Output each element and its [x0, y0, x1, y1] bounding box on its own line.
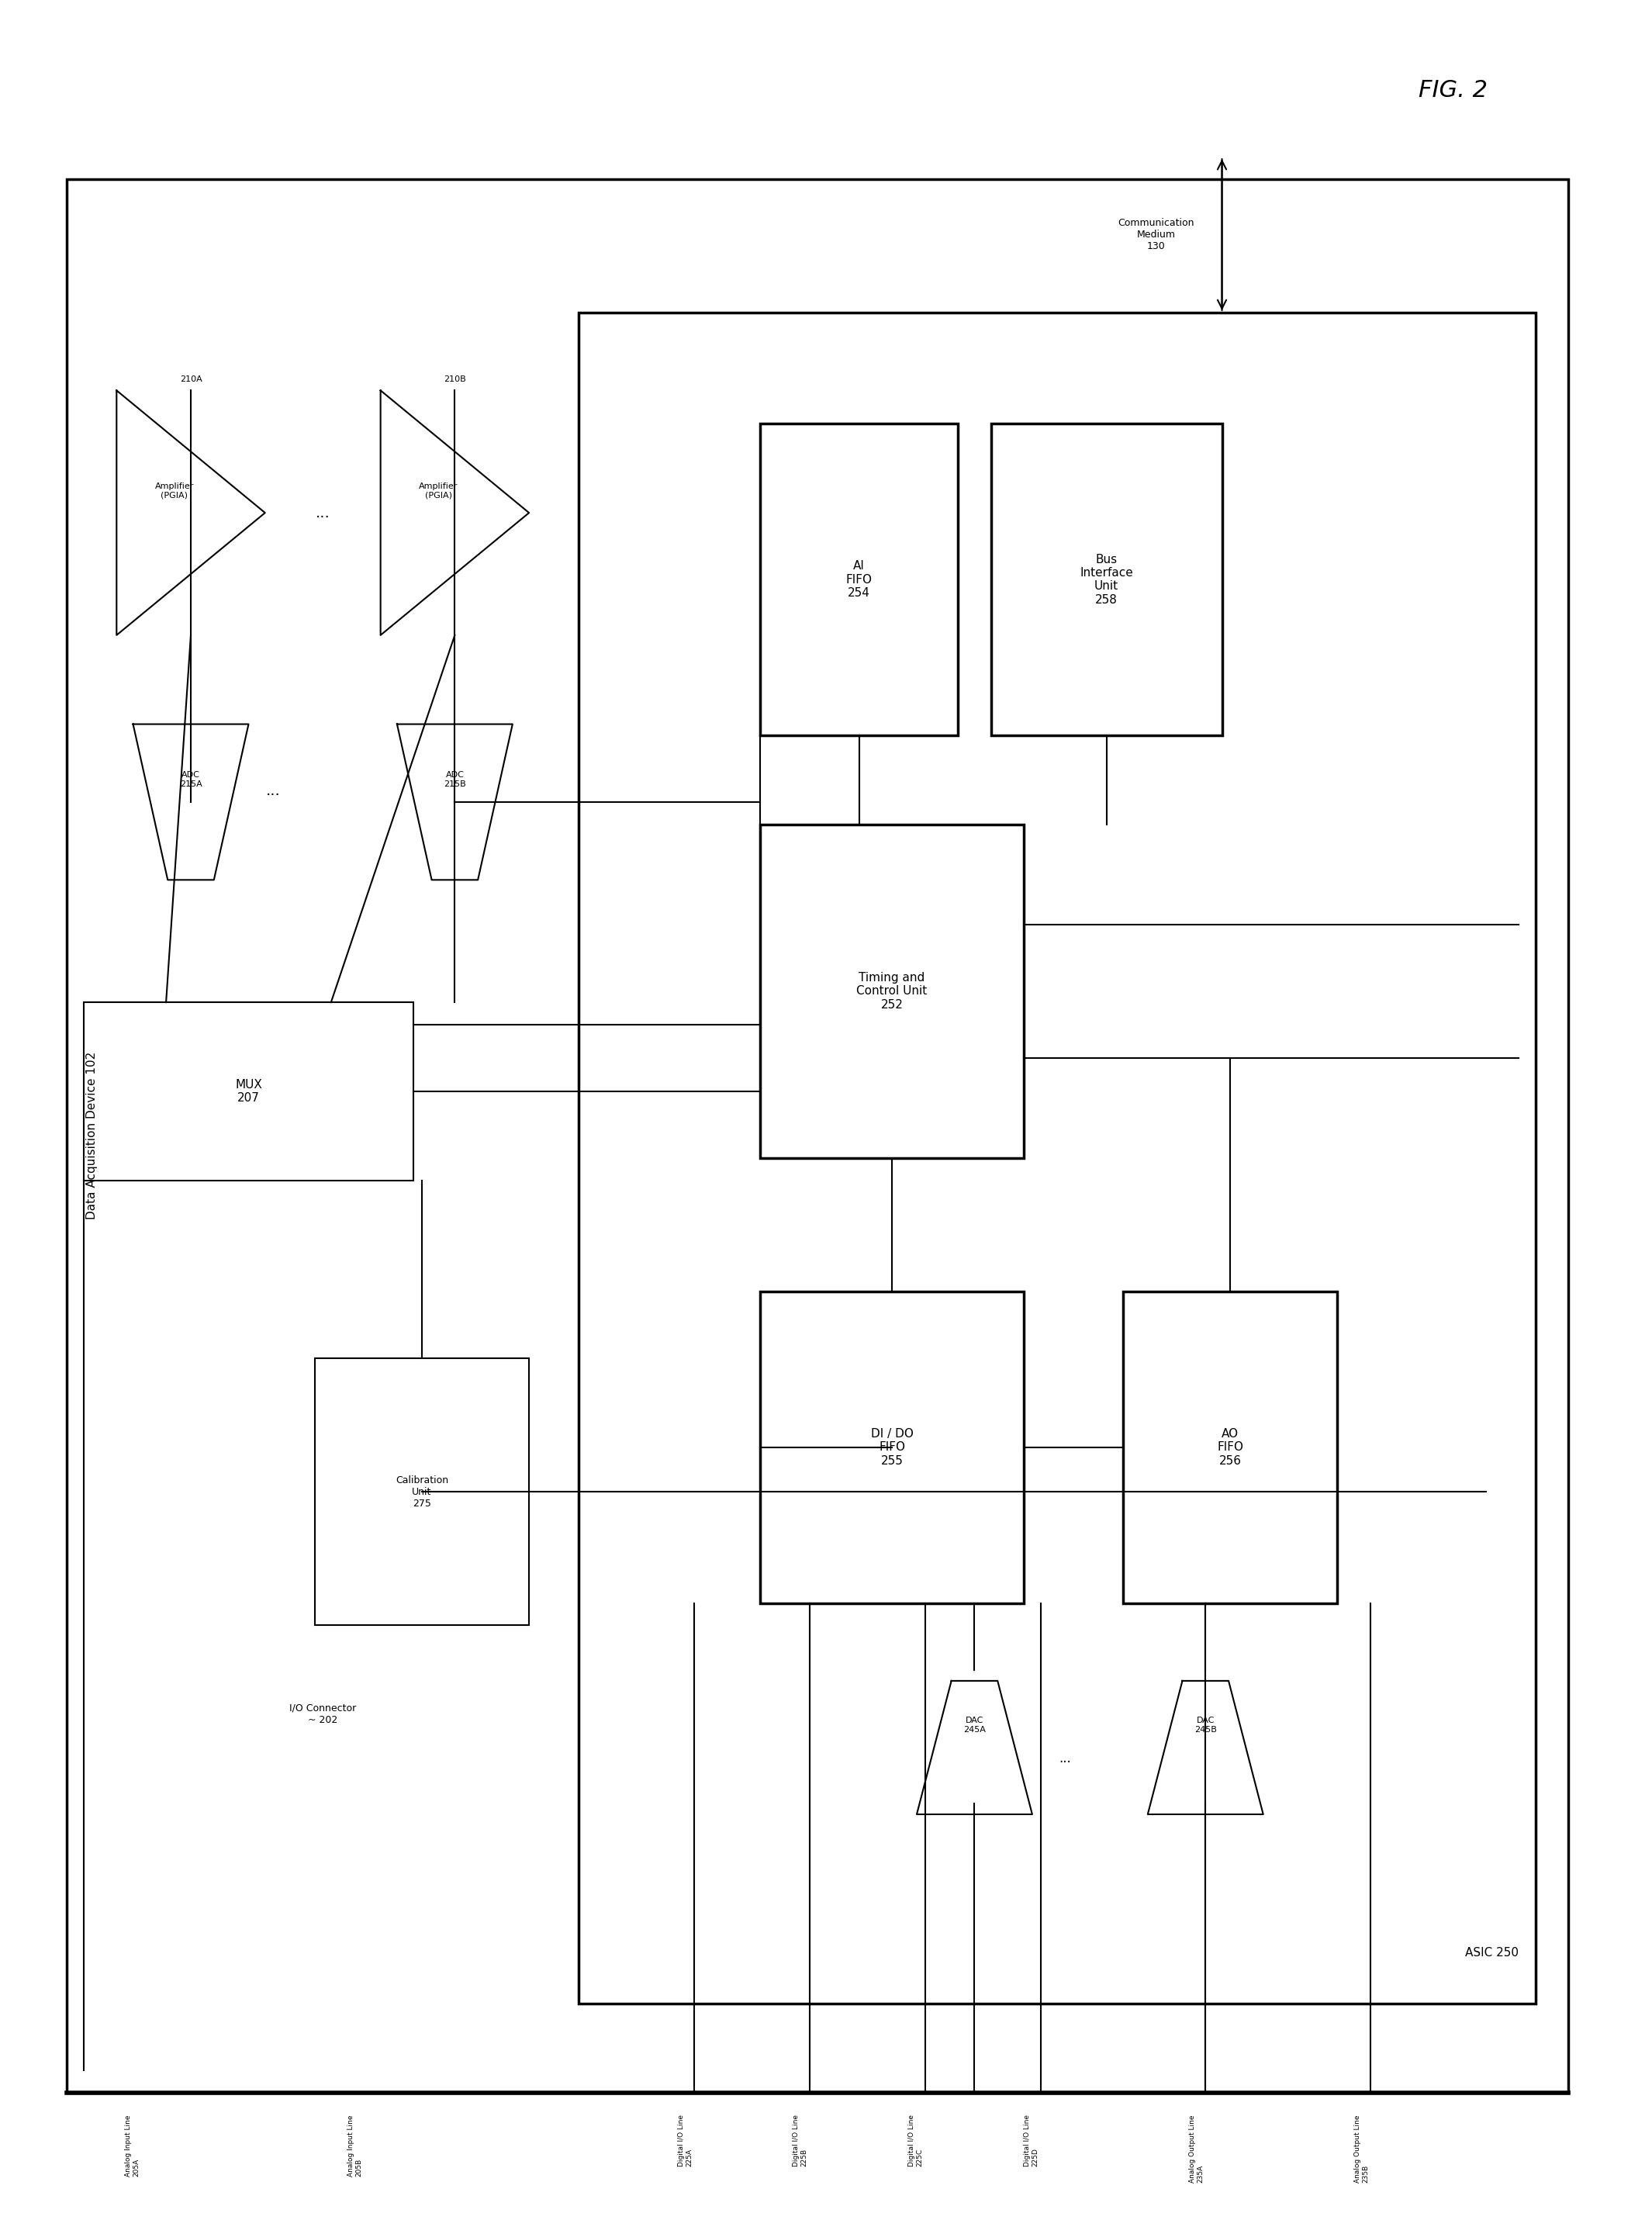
- Text: Digital I/O Line
225D: Digital I/O Line 225D: [1024, 2116, 1039, 2167]
- Text: Digital I/O Line
225B: Digital I/O Line 225B: [793, 2116, 808, 2167]
- Text: Timing and
Control Unit
252: Timing and Control Unit 252: [857, 971, 927, 1011]
- Text: DAC
245A: DAC 245A: [963, 1717, 986, 1733]
- FancyBboxPatch shape: [760, 824, 1024, 1158]
- Text: AO
FIFO
256: AO FIFO 256: [1218, 1428, 1244, 1468]
- Text: Calibration
Unit
275: Calibration Unit 275: [395, 1474, 448, 1508]
- Text: FIG. 2: FIG. 2: [1419, 78, 1487, 100]
- Text: DAC
245B: DAC 245B: [1194, 1717, 1216, 1733]
- FancyBboxPatch shape: [84, 1002, 413, 1180]
- Text: Analog Output Line
235B: Analog Output Line 235B: [1355, 2116, 1370, 2182]
- Text: Digital I/O Line
225A: Digital I/O Line 225A: [677, 2116, 692, 2167]
- Text: Digital I/O Line
225C: Digital I/O Line 225C: [909, 2116, 923, 2167]
- FancyBboxPatch shape: [760, 1292, 1024, 1603]
- Text: Amplifier
(PGIA): Amplifier (PGIA): [418, 483, 458, 499]
- Text: I/O Connector
~ 202: I/O Connector ~ 202: [289, 1704, 357, 1726]
- FancyBboxPatch shape: [991, 423, 1222, 735]
- Text: ...: ...: [1059, 1753, 1072, 1766]
- Text: Analog Output Line
235A: Analog Output Line 235A: [1189, 2116, 1204, 2182]
- FancyBboxPatch shape: [578, 312, 1535, 2004]
- Text: 210A: 210A: [180, 376, 202, 383]
- Text: Amplifier
(PGIA): Amplifier (PGIA): [155, 483, 193, 499]
- Text: ADC
215A: ADC 215A: [180, 771, 202, 788]
- Text: 210B: 210B: [444, 376, 466, 383]
- Text: ADC
215B: ADC 215B: [444, 771, 466, 788]
- Text: ASIC 250: ASIC 250: [1465, 1946, 1518, 1960]
- Text: AI
FIFO
254: AI FIFO 254: [846, 561, 872, 599]
- Text: DI / DO
FIFO
255: DI / DO FIFO 255: [871, 1428, 914, 1468]
- FancyBboxPatch shape: [760, 423, 958, 735]
- Text: Analog Input Line
205A: Analog Input Line 205A: [126, 2116, 140, 2176]
- Text: ...: ...: [266, 784, 281, 797]
- Text: Data Acquisition Device 102: Data Acquisition Device 102: [86, 1051, 97, 1220]
- FancyBboxPatch shape: [1123, 1292, 1338, 1603]
- Text: Communication
Medium
130: Communication Medium 130: [1118, 218, 1194, 252]
- FancyBboxPatch shape: [314, 1358, 529, 1626]
- Text: Bus
Interface
Unit
258: Bus Interface Unit 258: [1080, 555, 1133, 606]
- Text: MUX
207: MUX 207: [235, 1078, 263, 1105]
- Text: Analog Input Line
205B: Analog Input Line 205B: [347, 2116, 362, 2176]
- FancyBboxPatch shape: [68, 178, 1568, 2093]
- Text: ...: ...: [316, 506, 330, 521]
